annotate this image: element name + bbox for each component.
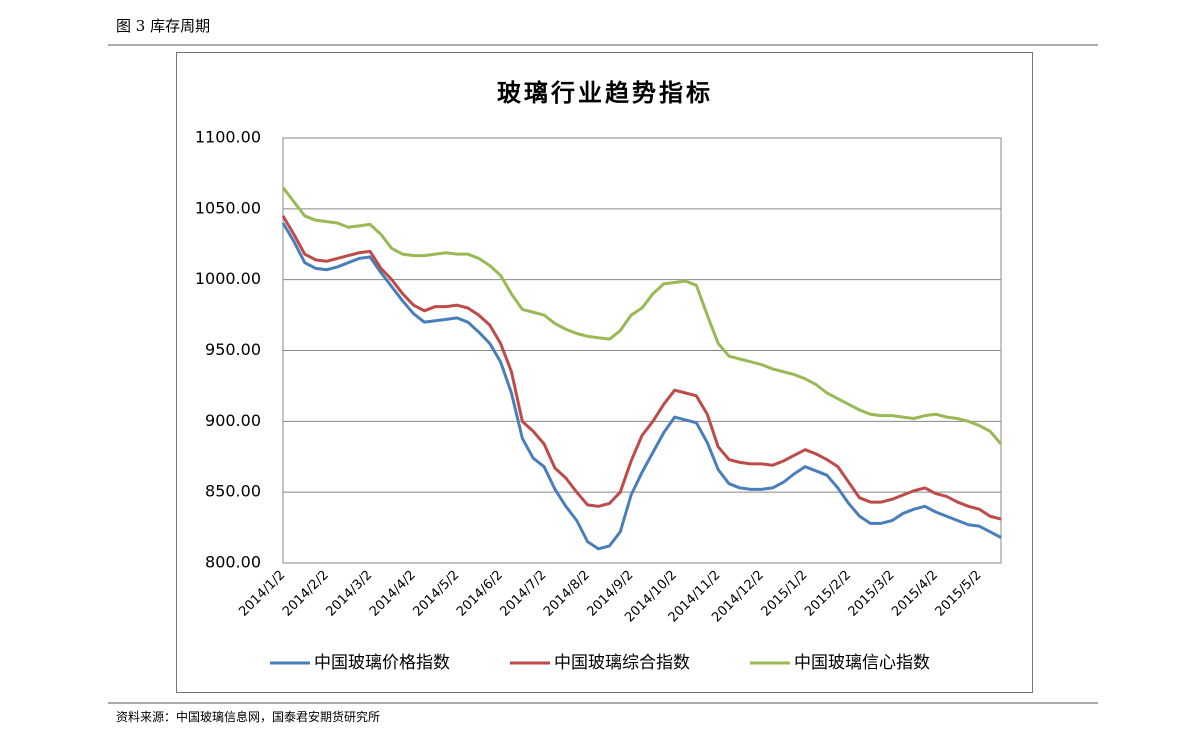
chart-frame [176,52,1033,693]
y-tick-label: 900.00 [205,411,261,430]
figure-caption: 图 3 库存周期 [116,17,210,35]
y-tick-label: 1100.00 [195,128,261,147]
y-tick-label: 1050.00 [195,198,261,217]
series-line [281,215,1002,521]
plot-border [282,137,1002,564]
source-note: 资料来源：中国玻璃信息网，国泰君安期货研究所 [116,709,380,724]
legend-label: 中国玻璃综合指数 [554,653,690,673]
series-line [281,186,1003,445]
y-tick-label: 950.00 [205,340,261,359]
chart-title: 玻璃行业趋势指标 [497,79,713,107]
y-tick-label: 850.00 [205,482,261,501]
legend-label: 中国玻璃信心指数 [794,653,930,673]
series-line [281,222,1002,551]
y-tick-label: 1000.00 [195,269,261,288]
y-tick-label: 800.00 [205,553,261,572]
legend-label: 中国玻璃价格指数 [314,653,450,673]
